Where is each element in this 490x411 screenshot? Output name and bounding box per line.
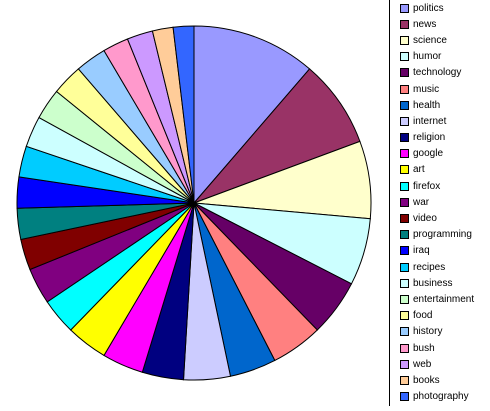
legend-item-technology: technology bbox=[400, 65, 490, 81]
legend-label: entertainment bbox=[413, 293, 475, 305]
legend-item-music: music bbox=[400, 81, 490, 97]
legend-item-iraq: iraq bbox=[400, 243, 490, 259]
legend-swatch bbox=[400, 294, 409, 304]
legend-swatch bbox=[400, 116, 409, 126]
legend-item-web: web bbox=[400, 356, 490, 372]
pie-chart bbox=[16, 25, 372, 381]
legend-swatch bbox=[400, 165, 409, 175]
legend-swatch bbox=[400, 35, 409, 45]
legend-label: history bbox=[413, 326, 443, 338]
legend-swatch bbox=[400, 84, 409, 94]
legend-swatch bbox=[400, 133, 409, 143]
pie-slice-news bbox=[193, 68, 361, 204]
legend-item-internet: internet bbox=[400, 113, 490, 129]
legend-item-history: history bbox=[400, 324, 490, 340]
legend-swatch bbox=[400, 262, 409, 272]
legend-item-humor: humor bbox=[400, 49, 490, 65]
legend-swatch bbox=[400, 359, 409, 369]
legend-label: humor bbox=[413, 51, 442, 63]
legend-item-art: art bbox=[400, 162, 490, 178]
legend-item-health: health bbox=[400, 97, 490, 113]
legend-label: photography bbox=[413, 391, 469, 403]
legend-swatch bbox=[400, 52, 409, 62]
legend-label: religion bbox=[413, 132, 446, 144]
legend-item-video: video bbox=[400, 210, 490, 226]
legend-swatch bbox=[400, 278, 409, 288]
legend-label: web bbox=[413, 358, 432, 370]
pie-slice-politics bbox=[193, 25, 311, 205]
legend-item-recipes: recipes bbox=[400, 259, 490, 275]
legend-item-science: science bbox=[400, 32, 490, 48]
legend-swatch bbox=[400, 246, 409, 256]
chart-legend: politics news science humor technology music h… bbox=[389, 0, 490, 406]
legend-swatch bbox=[400, 100, 409, 110]
legend-label: google bbox=[413, 148, 444, 160]
legend-swatch bbox=[400, 68, 409, 78]
pie-chart-svg bbox=[16, 25, 372, 381]
legend-label: internet bbox=[413, 115, 447, 127]
legend-label: war bbox=[413, 196, 430, 208]
legend-item-photography: photography bbox=[400, 389, 490, 405]
legend-swatch bbox=[400, 311, 409, 321]
legend-swatch bbox=[400, 181, 409, 191]
legend-label: programming bbox=[413, 229, 472, 241]
legend-label: news bbox=[413, 18, 437, 30]
legend-label: firefox bbox=[413, 180, 441, 192]
legend-item-religion: religion bbox=[400, 130, 490, 146]
legend-label: bush bbox=[413, 342, 435, 354]
legend-swatch bbox=[400, 214, 409, 224]
legend-label: technology bbox=[413, 67, 462, 79]
legend-swatch bbox=[400, 3, 409, 13]
legend-item-firefox: firefox bbox=[400, 178, 490, 194]
legend-item-google: google bbox=[400, 146, 490, 162]
legend-swatch bbox=[400, 343, 409, 353]
pie-slice-photography bbox=[172, 25, 195, 204]
legend-swatch bbox=[400, 197, 409, 207]
legend-label: food bbox=[413, 310, 433, 322]
legend-label: art bbox=[413, 164, 425, 176]
legend-item-war: war bbox=[400, 194, 490, 210]
legend-item-food: food bbox=[400, 308, 490, 324]
legend-swatch bbox=[400, 392, 409, 402]
legend-item-business: business bbox=[400, 275, 490, 291]
legend-item-entertainment: entertainment bbox=[400, 291, 490, 307]
legend-swatch bbox=[400, 149, 409, 159]
legend-item-books: books bbox=[400, 372, 490, 388]
legend-swatch bbox=[400, 230, 409, 240]
legend-item-news: news bbox=[400, 16, 490, 32]
legend-label: music bbox=[413, 83, 440, 95]
legend-item-politics: politics bbox=[400, 0, 490, 16]
legend-label: video bbox=[413, 213, 437, 225]
legend-label: health bbox=[413, 99, 441, 111]
legend-label: science bbox=[413, 34, 447, 46]
legend-label: politics bbox=[413, 2, 444, 14]
legend-swatch bbox=[400, 19, 409, 29]
legend-label: business bbox=[413, 277, 453, 289]
legend-swatch bbox=[400, 327, 409, 337]
legend-label: books bbox=[413, 374, 440, 386]
legend-label: iraq bbox=[413, 245, 430, 257]
legend-swatch bbox=[400, 375, 409, 385]
legend-item-programming: programming bbox=[400, 227, 490, 243]
legend-item-bush: bush bbox=[400, 340, 490, 356]
legend-label: recipes bbox=[413, 261, 446, 273]
